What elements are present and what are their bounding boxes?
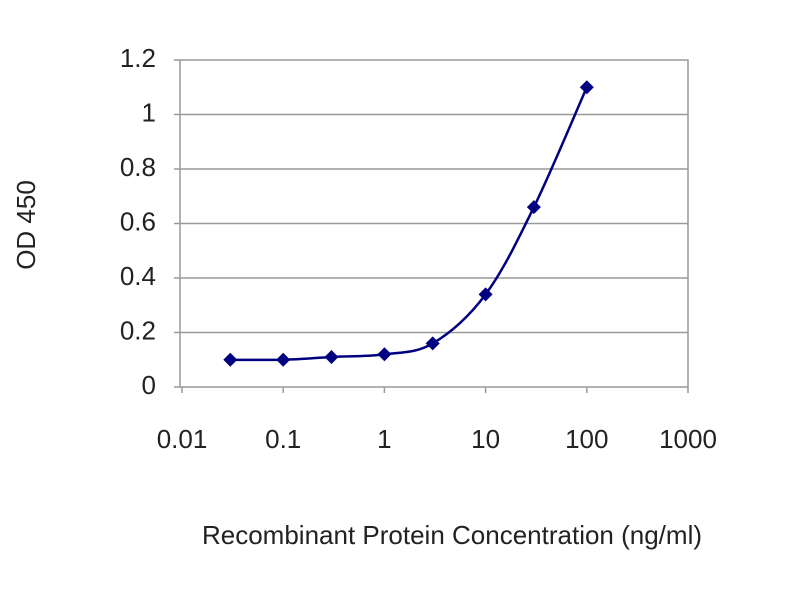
- marker: [425, 336, 440, 351]
- x-tick-label: 0.1: [265, 424, 301, 454]
- x-tick-label: 100: [565, 424, 608, 454]
- y-tick-label: 1.2: [120, 43, 156, 73]
- y-tick-label: 0.2: [120, 315, 156, 345]
- x-tick-label: 1000: [659, 424, 717, 454]
- y-tick-label: 0.8: [120, 152, 156, 182]
- y-tick-label: 0.6: [120, 206, 156, 236]
- marker: [276, 352, 291, 367]
- y-tick-label: 1: [142, 97, 156, 127]
- x-tick-label: 0.01: [157, 424, 208, 454]
- marker: [324, 350, 339, 365]
- x-axis-label: Recombinant Protein Concentration (ng/ml…: [202, 520, 702, 550]
- marker: [526, 200, 541, 215]
- y-tick-label: 0.4: [120, 261, 156, 291]
- y-axis-label: OD 450: [11, 180, 41, 270]
- marker: [478, 287, 493, 302]
- x-tick-label: 1: [377, 424, 391, 454]
- marker: [579, 80, 594, 95]
- marker: [377, 347, 392, 362]
- marker: [223, 352, 238, 367]
- x-tick-label: 10: [471, 424, 500, 454]
- y-tick-label: 0: [142, 370, 156, 400]
